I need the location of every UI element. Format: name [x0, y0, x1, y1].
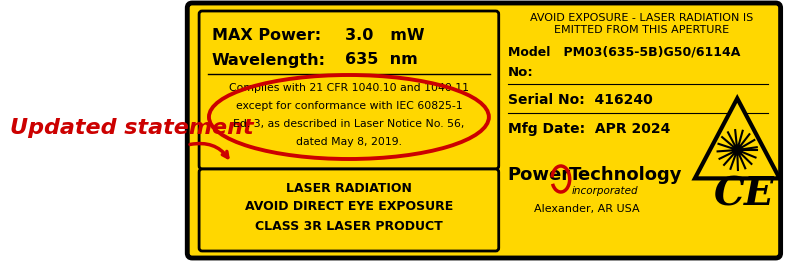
FancyBboxPatch shape — [199, 169, 498, 251]
Text: Mfg Date:  APR 2024: Mfg Date: APR 2024 — [507, 122, 670, 136]
Text: Alexander, AR USA: Alexander, AR USA — [534, 204, 639, 214]
Text: 635  nm: 635 nm — [345, 52, 418, 68]
Polygon shape — [695, 98, 780, 179]
Text: CLASS 3R LASER PRODUCT: CLASS 3R LASER PRODUCT — [255, 220, 442, 233]
Text: except for conformance with IEC 60825-1: except for conformance with IEC 60825-1 — [235, 101, 462, 111]
Text: Serial No:  416240: Serial No: 416240 — [507, 93, 652, 107]
Text: Updated statement: Updated statement — [10, 118, 254, 138]
FancyBboxPatch shape — [187, 3, 781, 258]
Text: No:: No: — [507, 66, 534, 79]
Text: incorporated: incorporated — [572, 186, 638, 196]
Circle shape — [732, 145, 742, 155]
Text: AVOID DIRECT EYE EXPOSURE: AVOID DIRECT EYE EXPOSURE — [245, 200, 453, 213]
Text: Power: Power — [507, 166, 570, 184]
FancyBboxPatch shape — [199, 11, 498, 169]
Text: Complies with 21 CFR 1040.10 and 1040.11: Complies with 21 CFR 1040.10 and 1040.11 — [229, 83, 469, 93]
Text: AVOID EXPOSURE - LASER RADIATION IS
EMITTED FROM THIS APERTURE: AVOID EXPOSURE - LASER RADIATION IS EMIT… — [530, 13, 754, 35]
Text: Technology: Technology — [569, 166, 682, 184]
Text: Wavelength:: Wavelength: — [212, 52, 326, 68]
Text: MAX Power:: MAX Power: — [212, 28, 321, 44]
Text: CE: CE — [714, 176, 774, 214]
Text: LASER RADIATION: LASER RADIATION — [286, 181, 412, 194]
Text: dated May 8, 2019.: dated May 8, 2019. — [296, 137, 402, 147]
Text: 3.0   mW: 3.0 mW — [345, 28, 425, 44]
Text: Ed. 3, as described in Laser Notice No. 56,: Ed. 3, as described in Laser Notice No. … — [234, 119, 465, 129]
Text: Model   PM03(635-5B)G50/6114A: Model PM03(635-5B)G50/6114A — [507, 45, 740, 58]
